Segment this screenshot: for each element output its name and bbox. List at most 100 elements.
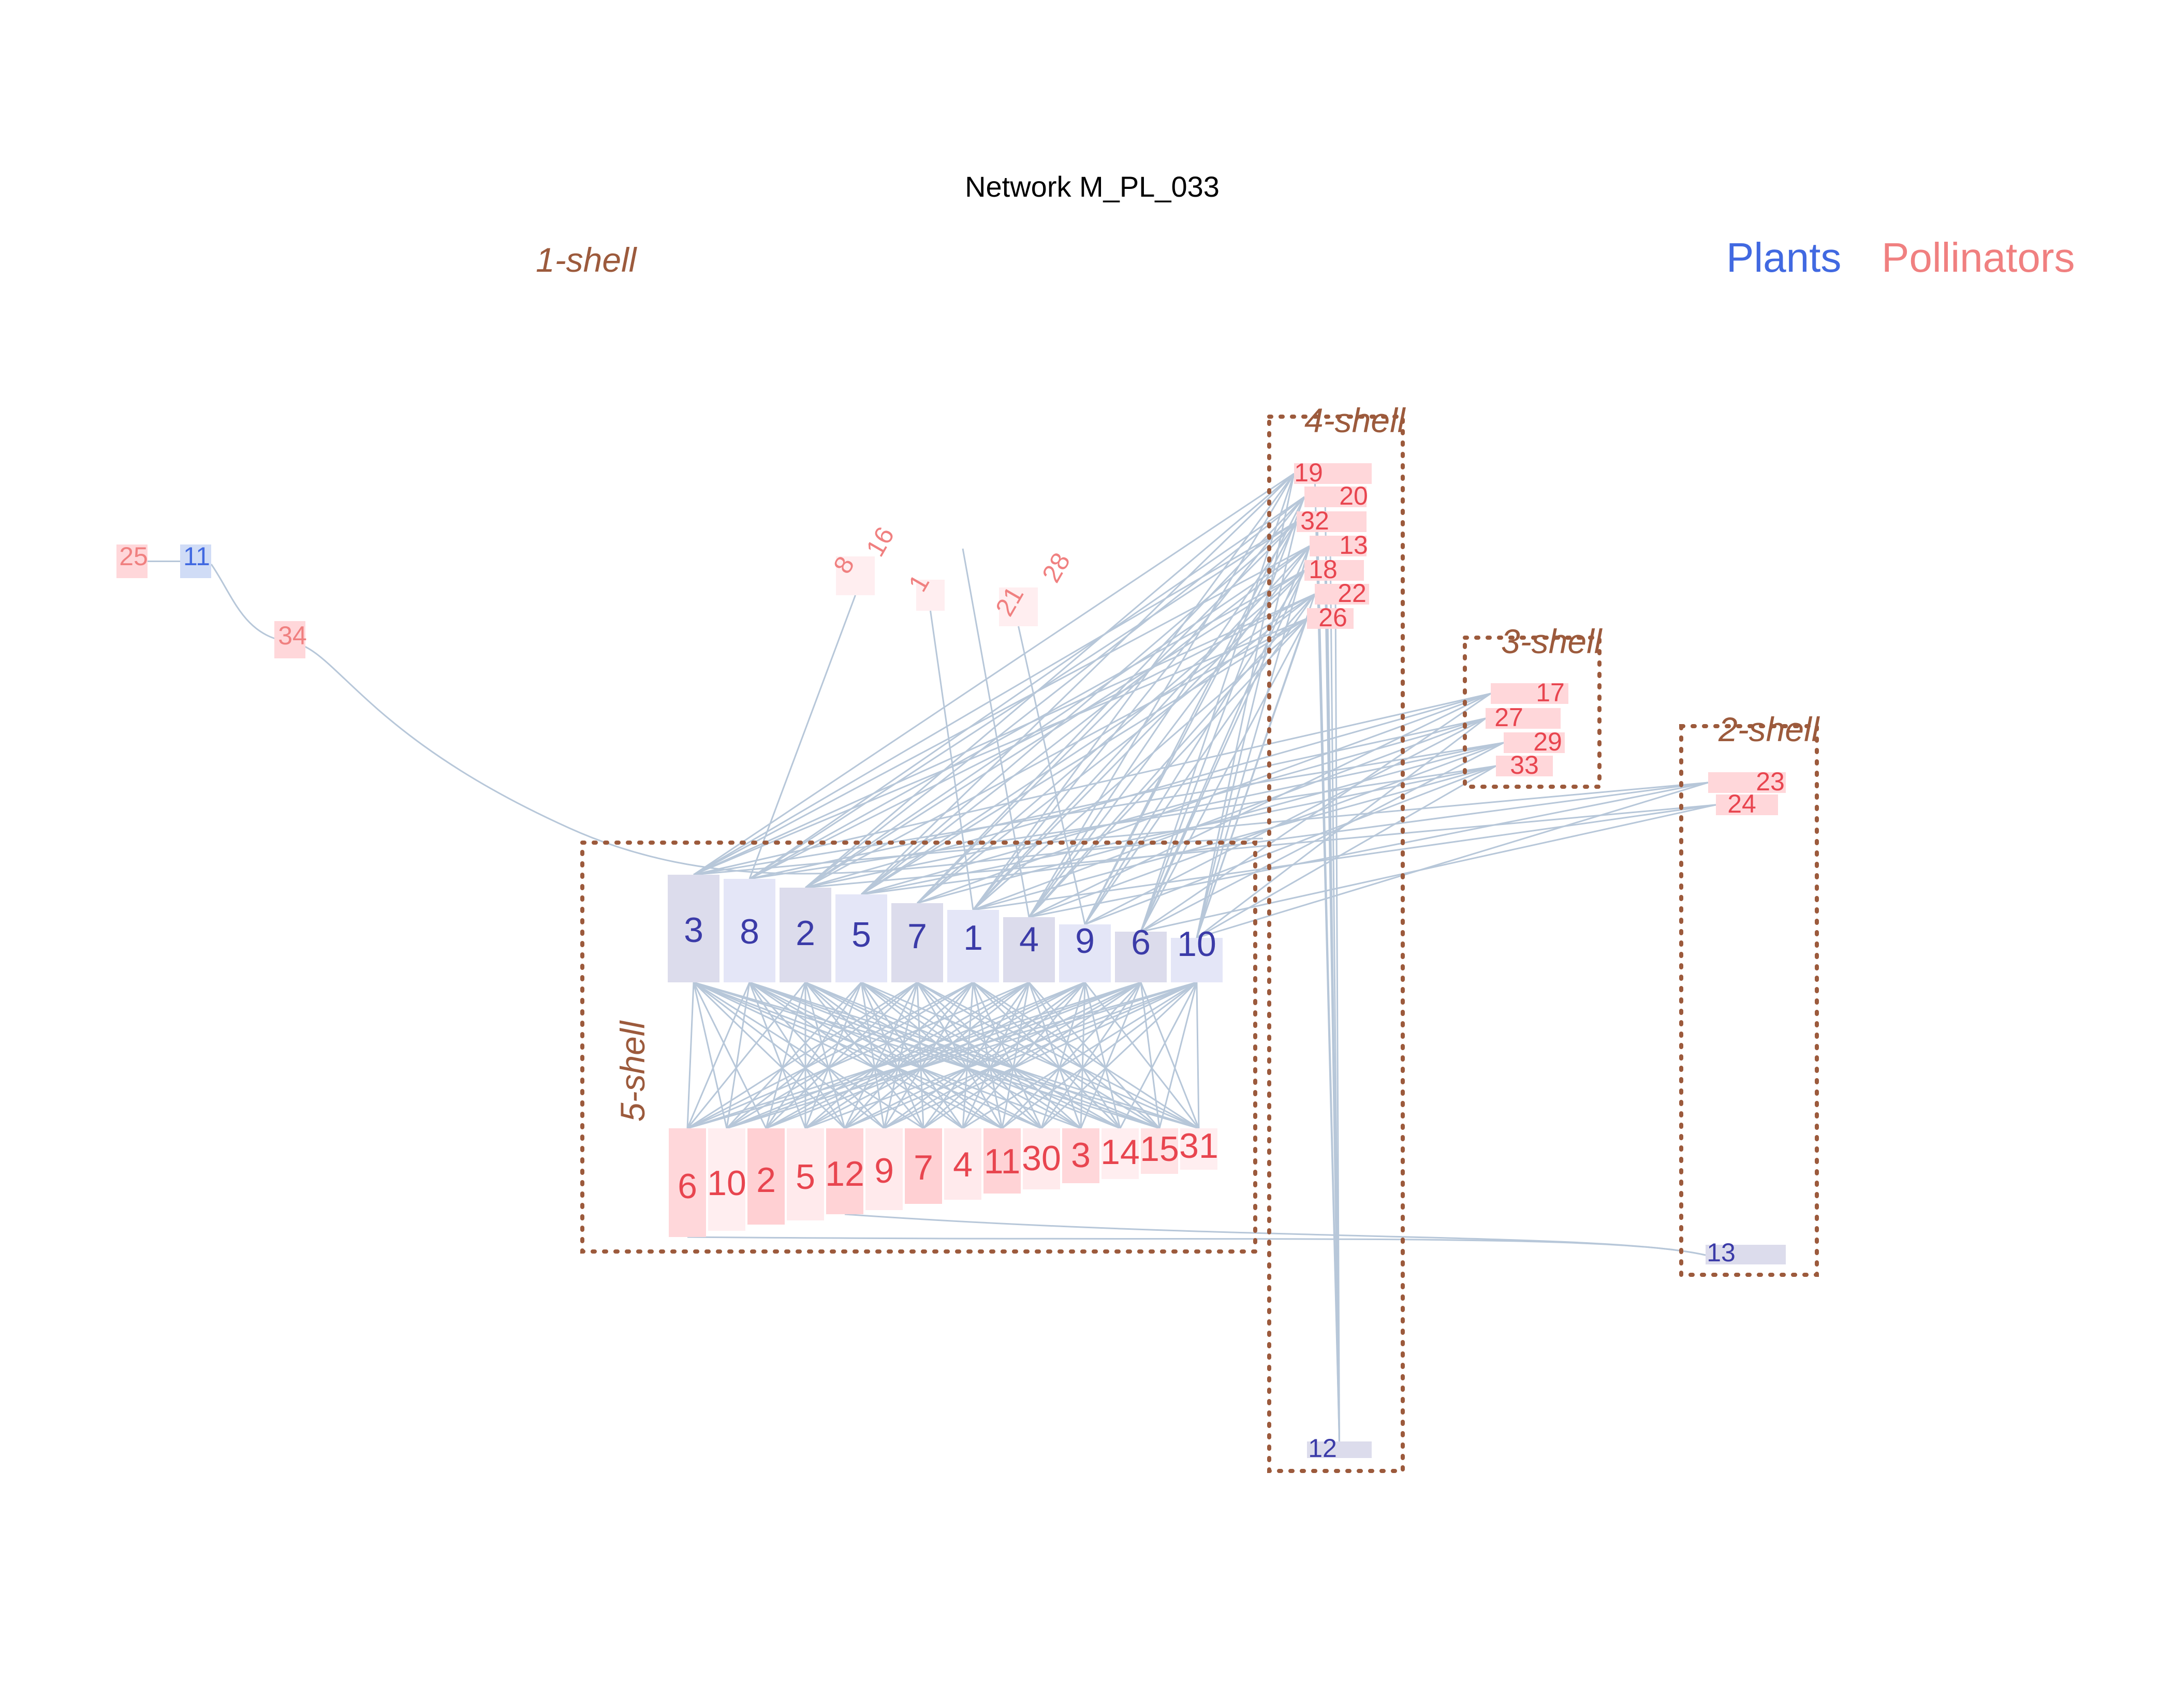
node-label: 20 <box>1339 481 1368 510</box>
node-plant-core-9[interactable]: 9 <box>1059 921 1111 982</box>
node-plant-1-11[interactable]: 11 <box>180 542 211 578</box>
node-poll-1-16[interactable]: 16 <box>860 522 900 561</box>
node-poll-3-29[interactable]: 29 <box>1504 727 1565 756</box>
node-poll-core-30[interactable]: 30 <box>1022 1128 1061 1189</box>
edge <box>1002 981 1197 1129</box>
edge <box>922 981 1086 1129</box>
node-poll-core-3[interactable]: 3 <box>1062 1128 1099 1183</box>
node-box <box>1059 924 1111 982</box>
node-poll-core-31[interactable]: 31 <box>1179 1126 1218 1170</box>
edge <box>844 981 1030 1129</box>
node-poll-4-20[interactable]: 20 <box>1304 481 1368 510</box>
edge <box>687 981 1197 1129</box>
edge <box>726 981 1141 1129</box>
node-poll-core-2[interactable]: 2 <box>747 1128 785 1225</box>
node-poll-1-28[interactable]: 28 <box>1036 548 1076 587</box>
node-poll-4-32[interactable]: 32 <box>1297 506 1367 535</box>
node-box <box>1307 1441 1372 1458</box>
node-label: 2 <box>756 1160 776 1200</box>
node-poll-core-12[interactable]: 12 <box>825 1128 864 1214</box>
node-label: 25 <box>119 542 148 571</box>
node-box <box>1141 1128 1178 1174</box>
edge <box>883 982 918 1129</box>
node-poll-4-18[interactable]: 18 <box>1304 555 1364 584</box>
edge <box>962 548 1030 918</box>
edge <box>805 981 1085 1129</box>
node-label: 19 <box>1294 458 1323 487</box>
node-poll-4-22[interactable]: 22 <box>1315 579 1369 608</box>
node-label: 3 <box>1071 1136 1091 1175</box>
node-label: 13 <box>1339 531 1368 559</box>
node-poll-1-8[interactable]: 8 <box>828 551 875 595</box>
edge <box>1029 782 1709 918</box>
node-plant-core-3[interactable]: 3 <box>668 875 719 982</box>
node-box <box>826 1128 863 1214</box>
edge <box>726 981 1085 1129</box>
edge <box>1140 982 1200 1129</box>
node-poll-core-14[interactable]: 14 <box>1100 1128 1140 1179</box>
node-poll-core-5[interactable]: 5 <box>787 1128 824 1220</box>
shell-5-label: 5-shell <box>613 1020 652 1122</box>
edge <box>687 981 918 1129</box>
edge <box>973 804 1716 911</box>
node-poll-core-4[interactable]: 4 <box>944 1128 981 1200</box>
node-poll-1-25[interactable]: 25 <box>116 542 148 578</box>
edge <box>726 981 918 1129</box>
node-plant-4-12[interactable]: 12 <box>1307 1434 1372 1463</box>
node-plant-core-10[interactable]: 10 <box>1171 924 1223 982</box>
edge <box>766 981 1085 1129</box>
node-plant-core-7[interactable]: 7 <box>891 903 943 982</box>
node-label: 13 <box>1707 1238 1736 1267</box>
edge <box>726 982 751 1129</box>
node-poll-core-7[interactable]: 7 <box>905 1128 942 1204</box>
node-poll-2-24[interactable]: 24 <box>1716 789 1778 818</box>
node-poll-core-10[interactable]: 10 <box>707 1128 746 1231</box>
edge <box>916 521 1298 904</box>
edge <box>1196 982 1200 1129</box>
node-plant-core-4[interactable]: 4 <box>1003 917 1055 982</box>
node-poll-1-34[interactable]: 34 <box>274 621 307 658</box>
edge <box>805 981 1197 1129</box>
node-poll-3-27[interactable]: 27 <box>1486 703 1561 732</box>
node-poll-core-11[interactable]: 11 <box>983 1128 1021 1194</box>
node-label: 18 <box>1309 555 1338 584</box>
node-poll-4-26[interactable]: 26 <box>1307 603 1354 632</box>
edge <box>1018 626 1086 925</box>
node-poll-core-6[interactable]: 6 <box>669 1128 706 1237</box>
edge <box>805 473 1295 889</box>
node-poll-3-33[interactable]: 33 <box>1496 750 1553 779</box>
edge <box>805 496 1305 889</box>
edge <box>844 982 974 1129</box>
node-poll-3-17[interactable]: 17 <box>1491 678 1568 707</box>
edge <box>749 765 1496 880</box>
node-box <box>1716 794 1778 815</box>
node-poll-1-21[interactable]: 21 <box>990 581 1038 626</box>
node-plant-2-13[interactable]: 13 <box>1706 1238 1786 1267</box>
node-label: 7 <box>907 917 927 956</box>
node-plant-core-2[interactable]: 2 <box>780 888 831 982</box>
edge <box>693 545 1310 876</box>
node-poll-4-19[interactable]: 19 <box>1294 458 1372 487</box>
node-plant-core-5[interactable]: 5 <box>835 894 887 982</box>
edge <box>804 982 846 1129</box>
node-poll-4-13[interactable]: 13 <box>1310 531 1368 559</box>
edge <box>917 569 1305 904</box>
edge <box>861 782 1709 895</box>
node-box <box>1180 1128 1217 1170</box>
node-poll-core-15[interactable]: 15 <box>1140 1128 1179 1174</box>
node-poll-core-9[interactable]: 9 <box>865 1128 903 1210</box>
node-box <box>1023 1128 1060 1189</box>
edge <box>861 981 1081 1129</box>
edge <box>693 473 1295 876</box>
edge <box>693 981 924 1129</box>
node-plant-core-8[interactable]: 8 <box>724 879 775 982</box>
node-label: 10 <box>1177 924 1216 964</box>
node-poll-1-1[interactable]: 1 <box>903 569 945 611</box>
edge <box>749 521 1297 880</box>
node-plant-core-1[interactable]: 1 <box>947 910 999 982</box>
edge <box>749 717 1486 880</box>
edge <box>861 521 1297 895</box>
node-plant-core-6[interactable]: 6 <box>1115 923 1167 982</box>
node-box <box>180 544 211 578</box>
node-poll-2-23[interactable]: 23 <box>1708 767 1786 796</box>
